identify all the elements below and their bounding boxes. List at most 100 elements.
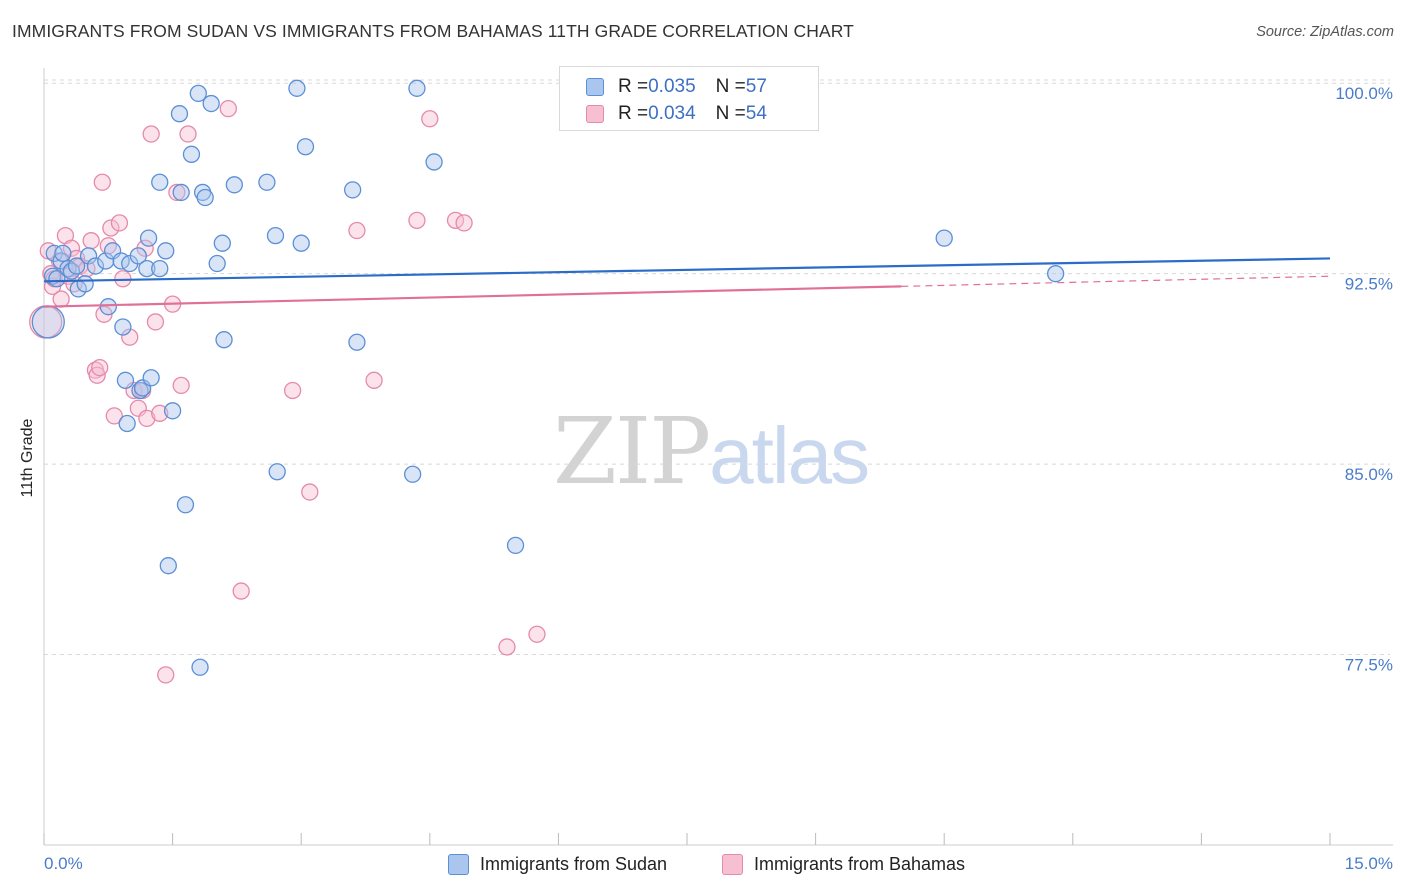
source-label: Source: ZipAtlas.com [1256, 24, 1394, 40]
bahamas-point [105, 407, 123, 425]
y-tick-label: 85.0% [1345, 465, 1393, 484]
bahamas-point [93, 173, 111, 191]
sudan-trendline [43, 257, 1331, 283]
sudan-point [1047, 265, 1065, 283]
sudan-point [225, 176, 243, 194]
sudan-point [408, 79, 426, 97]
watermark: ZIPatlas [553, 398, 870, 505]
bahamas-trendline-extension [901, 275, 1331, 287]
sudan-point [116, 371, 135, 389]
sudan-point [48, 270, 66, 288]
sudan-point [151, 259, 169, 278]
legend-row-sudan: R = 0.035 N = 57 [586, 75, 767, 99]
trend-layer [43, 257, 1331, 308]
watermark-atlas: atlas [709, 411, 870, 500]
x-tick-label-min: 0.0% [44, 854, 83, 873]
grid-layer [44, 79, 1390, 656]
sudan-point [54, 244, 72, 263]
bahamas-point [102, 219, 120, 237]
legend-n-value-bahamas: 54 [745, 103, 767, 124]
legend-n-value-sudan: 57 [745, 76, 767, 97]
sudan-point [79, 247, 98, 265]
sudan-point [139, 229, 158, 247]
bahamas-point [283, 381, 302, 400]
sudan-point [258, 173, 276, 191]
sudan-point [343, 181, 362, 199]
bahamas-point [168, 183, 186, 202]
bahamas-point [62, 239, 81, 257]
sudan-point [196, 188, 214, 207]
sudan-point [163, 402, 182, 420]
bahamas-point [408, 211, 426, 230]
legend-swatch-bahamas [586, 105, 604, 123]
legend-swatch-sudan [586, 78, 604, 96]
tick-label-layer: 77.5% 85.0% 92.5% 100.0% 0.0% 15.0% [44, 84, 1393, 873]
bahamas-trendline [43, 285, 902, 308]
sudan-point [288, 79, 306, 97]
sudan-point [189, 84, 207, 103]
x-tick-label-max: 15.0% [1345, 854, 1393, 873]
sudan-point [935, 229, 953, 247]
legend-r-value-sudan: 0.035 [648, 76, 696, 97]
legend-r-value-bahamas: 0.034 [648, 103, 696, 124]
chart-title: IMMIGRANTS FROM SUDAN VS IMMIGRANTS FROM… [12, 21, 854, 41]
sudan-point [129, 247, 147, 265]
bahamas-point [138, 409, 156, 428]
legend-r-label-sudan: R = [618, 76, 649, 97]
bahamas-point [301, 483, 319, 501]
sudan-point [131, 381, 149, 400]
y-tick-label: 77.5% [1345, 656, 1393, 675]
sudan-point [62, 262, 81, 280]
sudan-point [182, 145, 201, 163]
series-label-sudan: Immigrants from Sudan [480, 853, 668, 874]
series-legend-bahamas: Immigrants from Bahamas [722, 852, 965, 876]
sudan-point [31, 305, 65, 339]
sudan-point [191, 658, 209, 676]
sudan-point [114, 318, 132, 336]
bahamas-point [219, 99, 237, 118]
bahamas-point [528, 625, 546, 643]
watermark-zip: ZIP [553, 398, 711, 505]
bahamas-point [348, 221, 366, 240]
sudan-point [506, 536, 525, 555]
sudan-point [118, 414, 136, 433]
sudan-point [348, 333, 366, 351]
correlation-legend: R = 0.035 N = 57 R = 0.034 N = 54 [559, 66, 819, 131]
legend-n-label-sudan: N = [715, 76, 746, 97]
sudan-point [99, 298, 117, 316]
bahamas-point [91, 358, 109, 377]
sudan-point [404, 465, 422, 483]
sudan-point [170, 105, 189, 123]
sudan-point [142, 369, 160, 387]
legend-n-label-bahamas: N = [715, 103, 746, 124]
bahamas-point [146, 313, 165, 331]
bahamas-point [82, 232, 100, 250]
sudan-point [292, 234, 310, 252]
bahamas-point [142, 125, 160, 143]
series-swatch-bahamas [722, 853, 743, 875]
bahamas-point [232, 582, 250, 600]
series-legend-sudan: Immigrants from Sudan [448, 852, 667, 876]
bahamas-point [179, 125, 197, 143]
bahamas-point [121, 328, 139, 346]
sudan-point [215, 331, 233, 349]
sudan-point [268, 463, 286, 481]
bahamas-point [455, 214, 473, 232]
bahamas-point [110, 214, 129, 232]
bahamas-point [172, 376, 190, 395]
bahamas-point [157, 666, 175, 684]
sudan-point [138, 259, 156, 278]
sudan-point [159, 557, 177, 575]
sudan-point [76, 275, 94, 293]
sudan-point [296, 138, 315, 156]
y-tick-label: 92.5% [1345, 275, 1393, 294]
sudan-point [208, 254, 226, 273]
axis-layer [43, 68, 1393, 846]
bahamas-point [365, 371, 383, 389]
bahamas-point [498, 638, 516, 656]
sudan-point [202, 94, 220, 113]
bahamas-point [52, 290, 70, 308]
bahamas-point [151, 404, 169, 422]
sudan-point [176, 496, 195, 514]
